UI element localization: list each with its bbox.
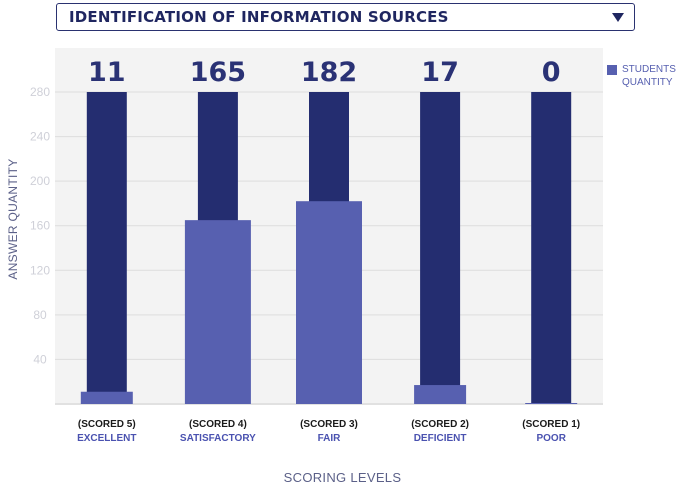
y-tick-label: 280 [30,85,50,99]
x-tick-label: (SCORED 5) [78,419,136,430]
level-name-label: FAIR [318,433,342,444]
background-bar [86,92,127,404]
bar-value-label: 0 [542,57,561,88]
y-tick-label: 80 [33,308,47,322]
legend: STUDENTS QUANTITY [607,63,684,89]
value-bar [525,403,578,404]
y-tick-label: 120 [30,263,50,277]
y-tick-label: 160 [30,219,50,233]
y-axis-title: ANSWER QUANTITY [6,158,20,280]
x-axis-title: SCORING LEVELS [283,470,402,485]
x-tick-label: (SCORED 3) [300,419,358,430]
value-bar [184,220,251,404]
y-tick-label: 240 [30,130,50,144]
level-name-label: DEFICIENT [414,433,467,444]
level-name-label: POOR [536,433,566,444]
bar-value-label: 11 [88,57,126,88]
value-bar [296,201,362,404]
chart-selector-dropdown[interactable]: IDENTIFICATION OF INFORMATION SOURCES [56,3,635,31]
x-tick-label: (SCORED 1) [522,419,580,430]
caret-down-icon[interactable] [612,12,624,22]
bar-value-label: 165 [190,57,246,88]
x-tick-label: (SCORED 4) [189,419,247,430]
value-bar [80,391,133,404]
chart-selector-label: IDENTIFICATION OF INFORMATION SOURCES [69,8,449,26]
level-name-label: SATISFACTORY [180,433,256,444]
level-name-label: EXCELLENT [77,433,136,444]
bar-value-label: 182 [301,57,357,88]
background-bar [420,92,461,404]
y-tick-label: 200 [30,174,50,188]
legend-swatch [607,65,617,75]
value-bar [414,385,467,404]
legend-label: STUDENTS QUANTITY [622,64,676,88]
bar-value-label: 17 [421,57,459,88]
x-tick-label: (SCORED 2) [411,419,469,430]
background-bar [531,92,572,404]
y-tick-label: 40 [33,352,47,366]
